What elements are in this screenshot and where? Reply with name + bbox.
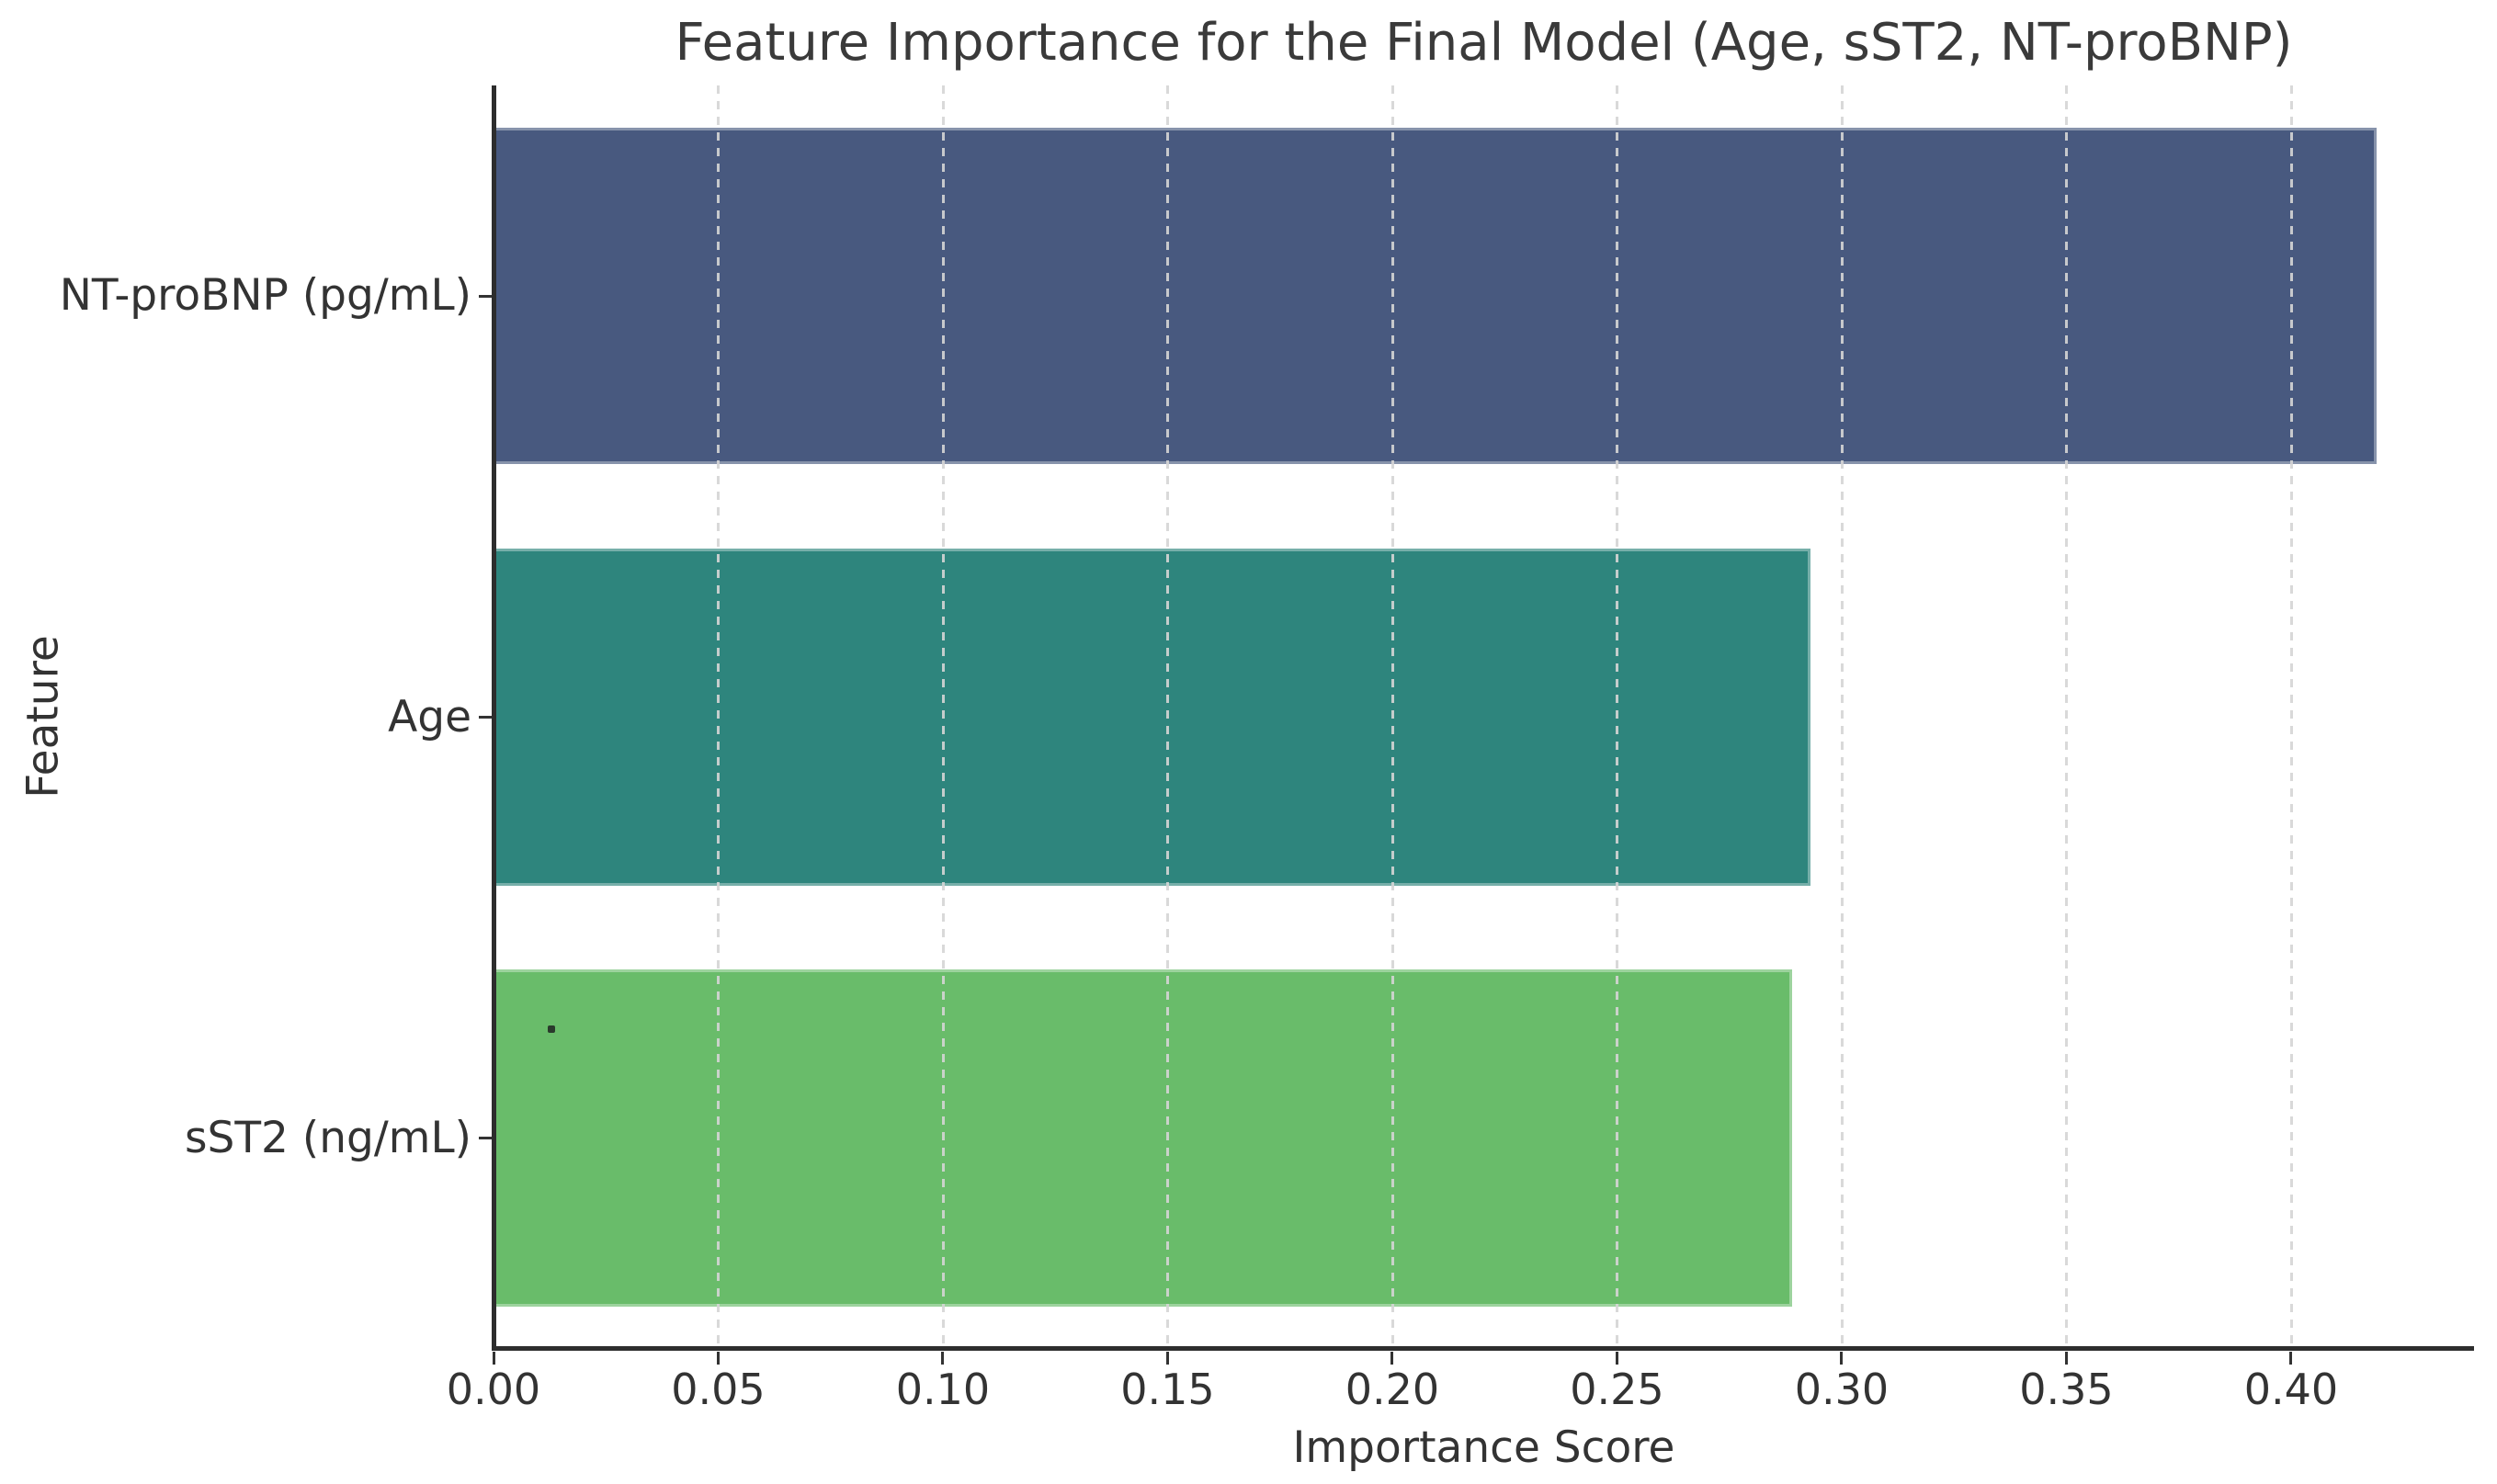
x-tick-label: 0.15 xyxy=(1120,1365,1215,1414)
importance-bar-2 xyxy=(494,549,1810,886)
x-tick-mark xyxy=(941,1352,945,1365)
x-tick-mark xyxy=(2289,1352,2293,1365)
bar-row xyxy=(494,506,2474,927)
x-tick-label: 0.05 xyxy=(671,1365,766,1414)
importance-bar-3 xyxy=(494,969,1793,1308)
y-tick-mark xyxy=(479,294,492,298)
x-tick-label: 0.20 xyxy=(1345,1365,1440,1414)
bar-row xyxy=(494,85,2474,506)
x-tick-label: 0.25 xyxy=(1570,1365,1664,1414)
y-tick-mark xyxy=(479,716,492,719)
x-tick-mark xyxy=(716,1352,720,1365)
chart-title: Feature Importance for the Final Model (… xyxy=(675,13,2293,73)
y-tick-label: sST2 (ng/mL) xyxy=(185,1112,471,1163)
y-tick-label: NT-proBNP (pg/mL) xyxy=(59,270,471,322)
bar-row xyxy=(494,928,2474,1349)
y-tick-mark xyxy=(479,1137,492,1140)
x-axis-title: Importance Score xyxy=(1292,1422,1675,1473)
importance-bar-1 xyxy=(494,127,2377,465)
x-tick-mark xyxy=(492,1352,495,1365)
x-tick-label: 0.35 xyxy=(2019,1365,2114,1414)
x-tick-label: 0.10 xyxy=(895,1365,991,1414)
x-tick-mark xyxy=(1615,1352,1618,1365)
bars-layer xyxy=(494,85,2474,1349)
x-tick-mark xyxy=(1390,1352,1394,1365)
stray-dot xyxy=(548,1025,555,1033)
x-tick-mark xyxy=(2064,1352,2068,1365)
plot-area xyxy=(492,85,2474,1351)
y-axis-spine xyxy=(492,85,496,1349)
x-tick-label: 0.00 xyxy=(446,1365,541,1414)
x-tick-mark xyxy=(1840,1352,1844,1365)
y-tick-label: Age xyxy=(388,691,471,742)
x-axis-spine xyxy=(492,1346,2474,1351)
x-tick-label: 0.30 xyxy=(1794,1365,1890,1414)
x-tick-mark xyxy=(1165,1352,1169,1365)
x-tick-label: 0.40 xyxy=(2243,1365,2339,1414)
